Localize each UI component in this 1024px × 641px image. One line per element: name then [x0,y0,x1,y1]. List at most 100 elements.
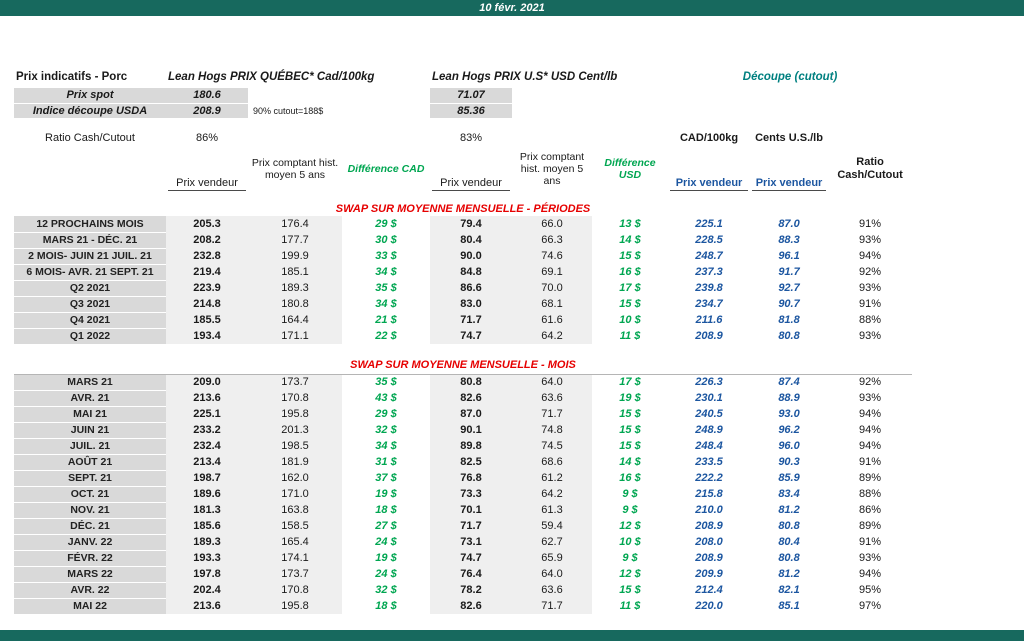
ratio-cell: 91% [859,536,882,548]
hist-cad-cell: 201.3 [248,422,342,438]
hist-cad-cell: 165.4 [248,534,342,550]
difference-usd-cell: 12 $ [619,568,641,580]
table-row: SEPT. 21 198.7 162.0 37 $ 76.8 61.2 16 $… [14,470,912,487]
hist-cad-cell: 170.8 [248,582,342,598]
cutout-cad-cell: 212.4 [695,584,723,596]
prix-vendeur-cad-cell: 233.2 [166,422,248,438]
difference-usd-cell: 14 $ [619,234,641,246]
period-label-cell: AVR. 22 [14,582,166,599]
table-row: Q2 2021 223.9 189.3 35 $ 86.6 70.0 17 $ … [14,280,912,297]
period-label-cell: JUIN 21 [14,422,166,439]
hist-cad-cell: 171.1 [248,328,342,344]
period-label-cell: 2 MOIS- JUIN 21 JUIL. 21 [14,248,166,265]
hist-cad-cell: 195.8 [248,598,342,614]
difference-cad-cell: 21 $ [375,314,397,326]
prix-vendeur-cad-cell: 225.1 [166,406,248,422]
cutout-cad-cell: 234.7 [695,298,723,310]
hist-usd-cell: 61.6 [512,312,592,328]
hist-usd-cell: 64.2 [512,486,592,502]
column-headers: Prix vendeur Prix comptant hist. moyen 5… [14,145,912,201]
cutout-cad-cell: 248.9 [695,424,723,436]
hist-usd-cell: 66.3 [512,232,592,248]
prix-vendeur-cad-cell: 193.3 [166,550,248,566]
cutout-usd-cell: 96.1 [778,250,800,262]
col-prix-comptant-usd: Prix comptant hist. moyen 5 ans [519,151,585,187]
cutout-cad-cell: 248.4 [695,440,723,452]
table-row: JUIL. 21 232.4 198.5 34 $ 89.8 74.5 15 $… [14,438,912,455]
hist-usd-cell: 61.2 [512,470,592,486]
prix-vendeur-cad-cell: 181.3 [166,502,248,518]
table-row: AVR. 22 202.4 170.8 32 $ 78.2 63.6 15 $ … [14,582,912,599]
us-price-header: Lean Hogs PRIX U.S* USD Cent/lb [432,71,618,83]
difference-usd-cell: 15 $ [619,440,641,452]
periodes-title-row: SWAP SUR MOYENNE MENSUELLE - PÉRIODES [14,201,912,216]
table-row: JUIN 21 233.2 201.3 32 $ 90.1 74.8 15 $ … [14,422,912,439]
cutout-usd-cell: 93.0 [778,408,800,420]
hist-cad-cell: 162.0 [248,470,342,486]
hist-usd-cell: 74.6 [512,248,592,264]
prix-vendeur-cad-cell: 213.6 [166,390,248,406]
hist-usd-cell: 59.4 [512,518,592,534]
prix-vendeur-usd-cell: 82.5 [430,454,512,470]
difference-usd-cell: 17 $ [619,376,641,389]
difference-cad-cell: 32 $ [375,584,397,596]
prix-vendeur-cad-cell: 223.9 [166,280,248,296]
cash-cutout-ratio-qc: 86% [195,131,219,144]
cash-cutout-ratio-us: 83% [459,131,483,144]
difference-cad-cell: 32 $ [375,424,397,436]
hist-cad-cell: 185.1 [248,264,342,280]
prix-vendeur-usd-cell: 71.7 [430,312,512,328]
cutout-usd-cell: 92.7 [778,282,800,294]
prix-vendeur-usd-cell: 82.6 [430,390,512,406]
ratio-cell: 94% [859,568,882,580]
cutout-usd-cell: 81.2 [778,504,800,516]
ratio-cell: 91% [859,298,882,310]
prix-vendeur-cad-cell: 185.6 [166,518,248,534]
col-cutout-cad: Prix vendeur [668,145,750,193]
prix-vendeur-usd-cell: 86.6 [430,280,512,296]
prix-vendeur-cad-cell: 208.2 [166,232,248,248]
cutout-cad-cell: 226.3 [695,376,723,389]
prix-vendeur-cad-cell: 232.4 [166,438,248,454]
period-label-cell: Q4 2021 [14,312,166,329]
hist-usd-cell: 74.5 [512,438,592,454]
usda-cutout-qc-value: 208.9 [166,103,248,119]
cutout-cad-cell: 230.1 [695,392,723,404]
difference-usd-cell: 15 $ [619,584,641,596]
ratio-cell: 94% [859,408,882,420]
spot-us-value: 71.07 [430,88,512,104]
cutout-note: 90% cutout=188$ [253,105,324,116]
hist-usd-cell: 68.1 [512,296,592,312]
period-label-cell: MARS 22 [14,566,166,583]
cutout-usd-cell: 82.1 [778,584,800,596]
table-row: Q3 2021 214.8 180.8 34 $ 83.0 68.1 15 $ … [14,296,912,313]
hist-usd-cell: 69.1 [512,264,592,280]
section-periodes: SWAP SUR MOYENNE MENSUELLE - PÉRIODES [14,201,912,216]
prix-vendeur-usd-cell: 82.6 [430,598,512,614]
prix-vendeur-usd-cell: 89.8 [430,438,512,454]
period-label-cell: AOÛT 21 [14,454,166,471]
mois-rows: MARS 21 209.0 173.7 35 $ 80.8 64.0 17 $ … [14,374,912,615]
ratio-cell: 94% [859,440,882,452]
ratio-cell: 93% [859,330,882,342]
hist-usd-cell: 64.0 [512,566,592,582]
cutout-cad-cell: 225.1 [695,218,723,230]
difference-cad-cell: 19 $ [375,552,397,564]
difference-usd-cell: 15 $ [619,250,641,262]
date-bar: 10 févr. 2021 [0,0,1024,16]
prix-vendeur-usd-cell: 87.0 [430,406,512,422]
col-ratio-cash-cutout: Ratio Cash/Cutout [837,156,903,181]
hist-usd-cell: 63.6 [512,582,592,598]
ratio-cell: 93% [859,392,882,404]
spot-label: Prix spot [14,88,166,104]
hist-usd-cell: 70.0 [512,280,592,296]
cutout-cad-cell: 240.5 [695,408,723,420]
mois-title-row: SWAP SUR MOYENNE MENSUELLE - MOIS [14,359,913,375]
cutout-cad-cell: 208.9 [695,552,723,564]
prix-vendeur-cad-cell: 219.4 [166,264,248,280]
period-label-cell: MAI 21 [14,406,166,423]
cutout-cad-cell: 208.9 [695,520,723,532]
table-row: MARS 21 209.0 173.7 35 $ 80.8 64.0 17 $ … [14,374,912,391]
difference-cad-cell: 37 $ [375,472,397,484]
difference-cad-cell: 18 $ [375,600,397,612]
